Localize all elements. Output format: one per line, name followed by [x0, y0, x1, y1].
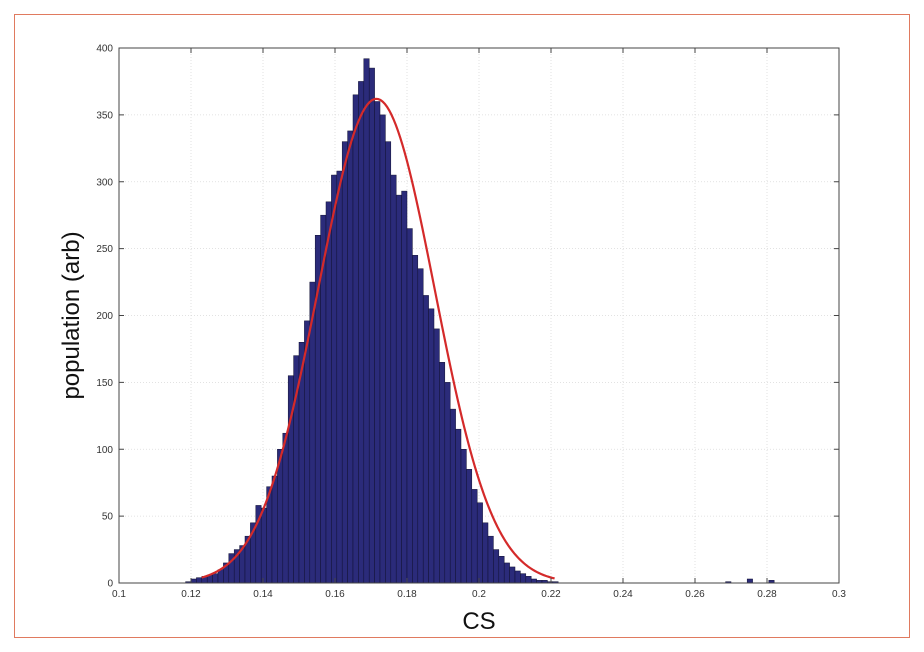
histogram-bar — [444, 382, 451, 584]
histogram-bar — [471, 489, 478, 584]
histogram-chart: 0.1 0.12 0.14 0.16 0.18 0.2 0.22 0.24 0.26 0.28 0.… — [58, 44, 846, 636]
histogram-bar — [509, 566, 516, 584]
histogram-bar — [304, 320, 311, 584]
x-tick-label: 0.1 — [112, 589, 126, 600]
histogram-bar — [439, 362, 446, 584]
histogram-bar — [196, 577, 203, 584]
histogram-bar — [460, 449, 467, 584]
x-tick-label: 0.3 — [832, 589, 846, 600]
x-tick-label: 0.16 — [325, 589, 345, 600]
histogram-bar — [433, 328, 440, 584]
histogram-bar — [363, 58, 370, 584]
x-tick-label: 0.14 — [253, 589, 273, 600]
y-tick-label: 150 — [96, 378, 113, 389]
histogram-bar — [368, 67, 375, 584]
axes — [118, 47, 840, 584]
histogram-bars — [185, 58, 775, 584]
histogram-bar — [385, 141, 392, 584]
histogram-bar — [379, 114, 386, 584]
histogram-bar — [358, 81, 365, 584]
histogram-bar — [466, 469, 473, 584]
fit-curve-group — [201, 97, 555, 580]
histogram-bar — [428, 308, 435, 584]
histogram-bar — [390, 174, 397, 584]
histogram-bar — [487, 535, 494, 584]
histogram-bar — [282, 432, 289, 584]
histogram-bar — [347, 130, 354, 584]
y-tick-label: 100 — [96, 445, 113, 456]
histogram-bar — [455, 428, 462, 584]
histogram-bar — [325, 201, 332, 584]
y-tick-label: 50 — [102, 512, 114, 523]
histogram-bar — [271, 475, 278, 584]
histogram-bar — [260, 507, 267, 584]
y-tick-label: 0 — [107, 579, 113, 590]
histogram-bar — [493, 549, 500, 584]
x-tick-labels: 0.1 0.12 0.14 0.16 0.18 0.2 0.22 0.24 0.26 0.28 0.… — [112, 589, 846, 600]
histogram-bar — [422, 295, 429, 584]
histogram-bar — [449, 408, 456, 584]
fit-curve — [201, 97, 555, 580]
x-tick-label: 0.12 — [181, 589, 201, 600]
histogram-bar — [482, 522, 489, 584]
histogram-bar — [514, 570, 521, 584]
histogram-bar — [352, 94, 359, 584]
figure-frame: 0.1 0.12 0.14 0.16 0.18 0.2 0.22 0.24 0.26 0.28 0.… — [14, 14, 910, 638]
y-tick-label: 200 — [96, 311, 113, 322]
y-tick-label: 350 — [96, 110, 113, 121]
histogram-bar — [190, 578, 197, 584]
x-axis-title: CS — [462, 608, 495, 635]
histogram-bar — [417, 268, 424, 584]
x-tick-label: 0.22 — [541, 589, 561, 600]
histogram-bar — [401, 190, 408, 584]
x-tick-label: 0.2 — [472, 589, 486, 600]
x-tick-label: 0.26 — [685, 589, 705, 600]
y-tick-labels: 0 50 100 150 200 250 300 350 400 — [96, 44, 113, 590]
histogram-bar — [498, 556, 505, 584]
histogram-bar — [341, 141, 348, 584]
x-tick-label: 0.24 — [613, 589, 633, 600]
histogram-bar — [412, 255, 419, 584]
x-tick-label: 0.28 — [757, 589, 777, 600]
histogram-bar — [520, 573, 527, 584]
histogram-bar — [331, 174, 338, 584]
histogram-bar — [530, 578, 537, 584]
y-tick-label: 300 — [96, 177, 113, 188]
grid — [118, 47, 840, 584]
histogram-bar — [503, 562, 510, 584]
histogram-bar — [406, 228, 413, 584]
x-tick-label: 0.18 — [397, 589, 417, 600]
histogram-bar — [374, 101, 381, 584]
histogram-bar — [212, 573, 219, 584]
histogram-bar — [476, 502, 483, 584]
histogram-bar — [525, 576, 532, 584]
histogram-bar — [746, 578, 753, 584]
y-tick-label: 250 — [96, 244, 113, 255]
histogram-bar — [395, 194, 402, 584]
histogram-bar — [336, 170, 343, 584]
y-tick-label: 400 — [96, 44, 113, 55]
y-axis-title: population (arb) — [58, 231, 85, 399]
